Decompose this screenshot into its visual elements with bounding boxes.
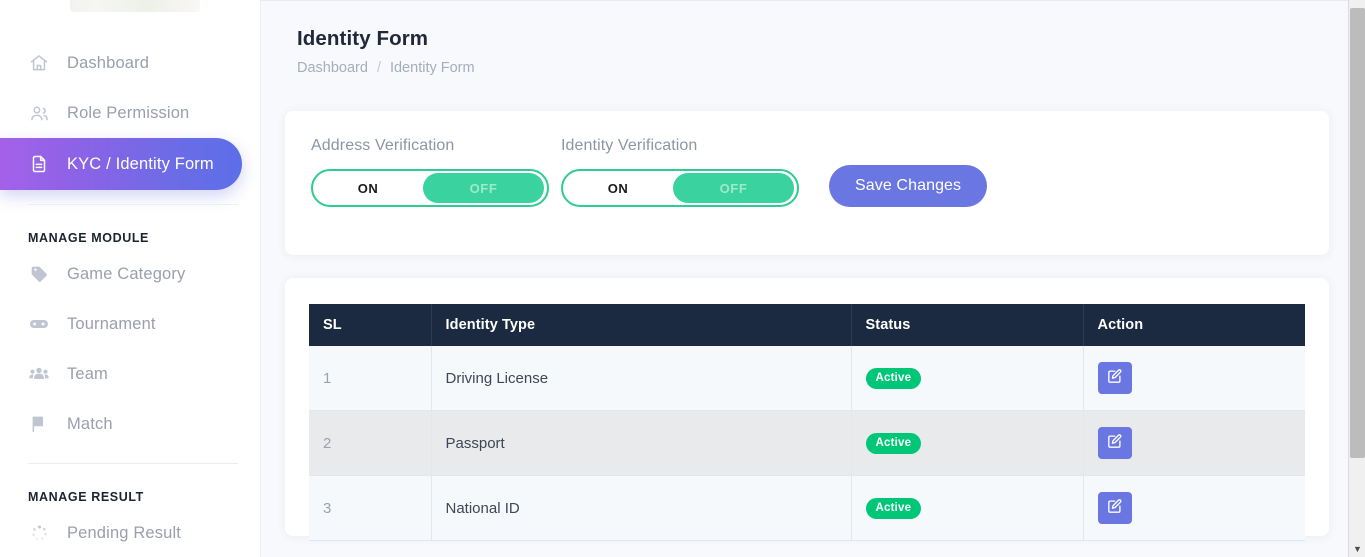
sidebar-item-label: KYC / Identity Form — [67, 154, 214, 173]
toggle-row: Address Verification ON OFF Identity Ver… — [311, 137, 1305, 207]
sidebar-item-label: Game Category — [67, 264, 186, 283]
cell-status: Active — [851, 346, 1084, 411]
cell-action — [1083, 346, 1305, 411]
column-header-sl: SL — [309, 304, 432, 346]
page-header: Identity Form Dashboard / Identity Form — [261, 1, 1365, 76]
table-body: 1 Driving License Active — [309, 346, 1305, 541]
brand-logo[interactable] — [70, 0, 200, 12]
edit-icon — [1106, 368, 1123, 388]
page-title: Identity Form — [297, 27, 429, 50]
identity-verification-group: Identity Verification ON OFF — [561, 137, 811, 207]
cell-action — [1083, 475, 1305, 541]
sidebar-item-label: Match — [67, 414, 113, 433]
cell-action — [1083, 410, 1305, 476]
status-badge: Active — [865, 497, 922, 519]
sidebar: Dashboard Role Permission KYC / Identity… — [0, 0, 260, 557]
cell-sl: 2 — [309, 410, 432, 476]
edit-button[interactable] — [1097, 427, 1132, 459]
table-row: 1 Driving License Active — [309, 346, 1305, 411]
sidebar-item-kyc-identity-form[interactable]: KYC / Identity Form — [0, 138, 242, 190]
breadcrumb-separator: / — [376, 60, 381, 76]
edit-icon — [1106, 433, 1123, 453]
edit-button[interactable] — [1097, 492, 1132, 524]
cell-identity-type: Passport — [431, 410, 852, 476]
table-row: 3 National ID Active — [309, 475, 1305, 541]
edit-button[interactable] — [1097, 362, 1132, 394]
save-changes-button[interactable]: Save Changes — [829, 165, 988, 207]
sidebar-item-label: Dashboard — [67, 53, 150, 72]
sidebar-item-label: Pending Result — [67, 523, 182, 542]
column-header-status: Status — [851, 304, 1084, 346]
breadcrumb-current: Identity Form — [389, 60, 475, 76]
identity-verification-toggle[interactable]: ON OFF — [561, 169, 799, 207]
table-header-row: SL Identity Type Status Action — [309, 304, 1305, 346]
scrollbar-thumb[interactable] — [1350, 8, 1365, 458]
identity-verification-label: Identity Verification — [561, 137, 698, 154]
status-badge: Active — [865, 367, 922, 389]
home-icon — [28, 52, 50, 74]
toggle-knob-off[interactable]: OFF — [423, 173, 544, 203]
sidebar-item-match[interactable]: Match — [0, 399, 260, 449]
sidebar-item-label: Team — [67, 364, 108, 383]
column-header-action: Action — [1083, 304, 1305, 346]
edit-icon — [1106, 498, 1123, 518]
sidebar-item-role-permission[interactable]: Role Permission — [0, 88, 260, 138]
breadcrumb: Dashboard / Identity Form — [297, 60, 1365, 76]
column-header-identity-type: Identity Type — [431, 304, 852, 346]
spinner-icon — [28, 522, 50, 544]
sidebar-divider-1 — [28, 204, 238, 205]
document-icon — [28, 153, 50, 175]
sidebar-section-manage-result: MANAGE RESULT — [28, 490, 144, 504]
tag-icon — [28, 263, 50, 285]
toggle-on-label: ON — [357, 180, 379, 196]
gamepad-icon — [28, 313, 50, 335]
identity-type-table-card: SL Identity Type Status Action 1 Driving… — [285, 278, 1329, 541]
address-verification-group: Address Verification ON OFF — [311, 137, 561, 207]
sidebar-primary-nav: Dashboard Role Permission KYC / Identity… — [0, 12, 260, 557]
cell-status: Active — [851, 475, 1084, 541]
main-content: Identity Form Dashboard / Identity Form … — [260, 0, 1365, 557]
address-verification-toggle[interactable]: ON OFF — [311, 169, 549, 207]
users-icon — [28, 102, 50, 124]
sidebar-divider-2 — [28, 463, 238, 464]
toggle-on-label: ON — [607, 180, 629, 196]
sidebar-item-game-category[interactable]: Game Category — [0, 249, 260, 299]
status-badge: Active — [865, 432, 922, 454]
table-row: 2 Passport Active — [309, 410, 1305, 476]
address-verification-label: Address Verification — [311, 137, 455, 154]
sidebar-item-team[interactable]: Team — [0, 349, 260, 399]
team-icon — [28, 363, 50, 385]
scroll-down-arrow-icon[interactable]: ▼ — [1353, 543, 1362, 554]
table-header: SL Identity Type Status Action — [309, 304, 1305, 346]
sidebar-item-label: Role Permission — [67, 103, 190, 122]
cell-sl: 3 — [309, 475, 432, 541]
sidebar-item-dashboard[interactable]: Dashboard — [0, 38, 260, 88]
cell-sl: 1 — [309, 346, 432, 411]
sidebar-item-tournament[interactable]: Tournament — [0, 299, 260, 349]
sidebar-item-label: Tournament — [67, 314, 156, 333]
identity-type-table: SL Identity Type Status Action 1 Driving… — [309, 304, 1305, 541]
breadcrumb-dashboard[interactable]: Dashboard — [297, 60, 368, 76]
cell-status: Active — [851, 410, 1084, 476]
cell-identity-type: Driving License — [431, 346, 852, 411]
sidebar-section-manage-module: MANAGE MODULE — [28, 231, 149, 245]
vertical-scrollbar[interactable]: ▼ — [1348, 0, 1365, 557]
sidebar-item-pending-result[interactable]: Pending Result — [0, 508, 260, 557]
cell-identity-type: National ID — [431, 475, 852, 541]
toggle-knob-off[interactable]: OFF — [673, 173, 794, 203]
flag-icon — [28, 413, 50, 435]
verification-settings-card: Address Verification ON OFF Identity Ver… — [285, 111, 1329, 255]
